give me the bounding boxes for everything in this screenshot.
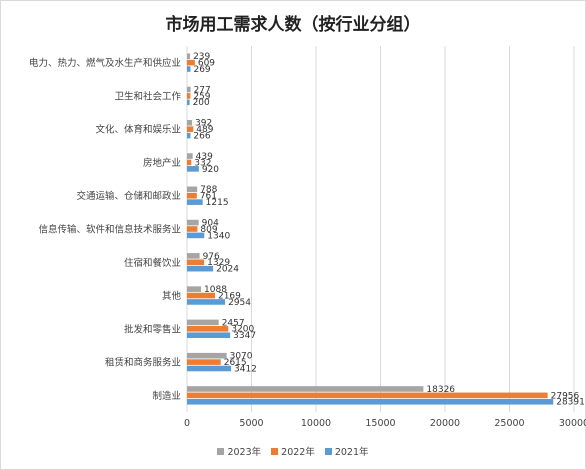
legend: 2023年 2022年 2021年: [0, 444, 586, 458]
bar: [187, 186, 198, 193]
data-label: 18326: [426, 385, 455, 395]
bar: [187, 99, 190, 106]
data-label: 28391: [556, 398, 585, 408]
category-label: 房地产业: [143, 157, 181, 169]
data-label: 277: [194, 85, 211, 95]
x-tick-label: 5000: [239, 418, 263, 429]
bar: [187, 259, 205, 266]
bar: [187, 226, 198, 232]
legend-label: 2022年: [281, 447, 315, 458]
bar: [187, 59, 195, 66]
bar: [187, 286, 202, 292]
x-tick-label: 0: [184, 418, 190, 429]
x-tick-label: 20000: [430, 418, 460, 429]
data-label: 2954: [228, 298, 251, 308]
data-label: 266: [193, 131, 210, 141]
category-label: 文化、体育和娱乐业: [95, 124, 181, 136]
bar: [187, 265, 214, 272]
bar: [187, 132, 191, 139]
category-label: 电力、热力、燃气及水生产和供应业: [29, 57, 181, 69]
data-label: 920: [202, 165, 219, 175]
bar: [187, 86, 191, 93]
category-label: 交通运输、仓储和邮政业: [76, 190, 181, 202]
data-label: 788: [200, 185, 217, 195]
data-label: 489: [196, 125, 213, 135]
legend-swatch: [271, 448, 279, 455]
category-label: 租赁和商务服务业: [105, 357, 181, 369]
data-label: 2024: [216, 265, 239, 275]
data-label: 27956: [551, 391, 580, 401]
category-label: 信息传输、软件和信息技术服务业: [38, 224, 181, 236]
gridlines: [186, 46, 575, 412]
bar: [187, 153, 193, 159]
data-label: 2615: [224, 358, 247, 368]
bar: [187, 253, 200, 259]
data-label: 439: [196, 152, 213, 162]
data-label: 2457: [222, 318, 245, 328]
x-tick-label: 30000: [559, 418, 586, 429]
data-label: 3347: [233, 331, 256, 341]
bar: [187, 159, 192, 166]
category-label: 住宿和餐饮业: [124, 257, 181, 269]
data-label: 269: [193, 65, 210, 75]
bar: [187, 219, 199, 226]
data-label: 1215: [206, 198, 229, 208]
data-label: 1088: [204, 285, 227, 295]
bar: [187, 199, 203, 205]
data-label: 259: [193, 92, 210, 102]
bar: [187, 66, 191, 72]
legend-label: 2021年: [334, 447, 369, 458]
legend-item: 2022年: [271, 444, 315, 458]
data-label: 2169: [218, 291, 241, 301]
data-label: 761: [200, 192, 217, 202]
bars: [187, 53, 554, 405]
bar: [187, 292, 215, 299]
chart-title: 市场用工需求人数（按行业分组）: [165, 15, 421, 35]
legend-item: 2021年: [324, 444, 369, 458]
bar: [187, 326, 229, 332]
bar: [187, 93, 191, 99]
category-label: 其他: [162, 290, 182, 302]
data-label: 332: [194, 158, 211, 168]
legend-item: 2023年: [217, 444, 261, 458]
data-label: 239: [193, 52, 210, 62]
data-label: 976: [203, 252, 220, 262]
data-label: 609: [198, 59, 215, 69]
bar: [187, 192, 197, 199]
category-label: 批发和零售业: [124, 323, 181, 335]
bar: [187, 398, 554, 405]
data-label: 904: [202, 219, 219, 229]
data-label: 1329: [207, 258, 230, 268]
data-label: 3412: [234, 364, 257, 374]
bar: [187, 319, 219, 326]
data-label: 392: [195, 119, 212, 129]
legend-swatch: [217, 448, 225, 455]
data-label: 3200: [231, 325, 254, 335]
bar: [187, 359, 221, 365]
bar: [187, 386, 424, 392]
bar: [187, 166, 199, 172]
bar: [187, 53, 191, 60]
data-label: 3070: [230, 352, 253, 362]
x-tick-label: 25000: [494, 418, 524, 429]
bar: [187, 352, 227, 359]
bar: [187, 332, 231, 339]
data-label: 1340: [207, 231, 230, 241]
bar: [187, 392, 548, 399]
category-label: 制造业: [152, 390, 181, 402]
bar: [187, 119, 193, 126]
bar: [187, 299, 226, 305]
category-label: 卫生和社会工作: [114, 90, 181, 102]
x-tick-label: 15000: [365, 418, 395, 429]
x-tick-label: 10000: [301, 418, 331, 429]
legend-label: 2023年: [227, 447, 262, 458]
legend-swatch: [324, 448, 332, 455]
bar: [187, 365, 232, 372]
data-label: 809: [200, 225, 217, 235]
bar: [187, 232, 205, 239]
bar: [187, 126, 194, 132]
labels: 0 5000 10000 15000 20000 25000 30000 电力、热力、燃气及水…: [29, 52, 586, 429]
data-label: 200: [193, 98, 210, 108]
